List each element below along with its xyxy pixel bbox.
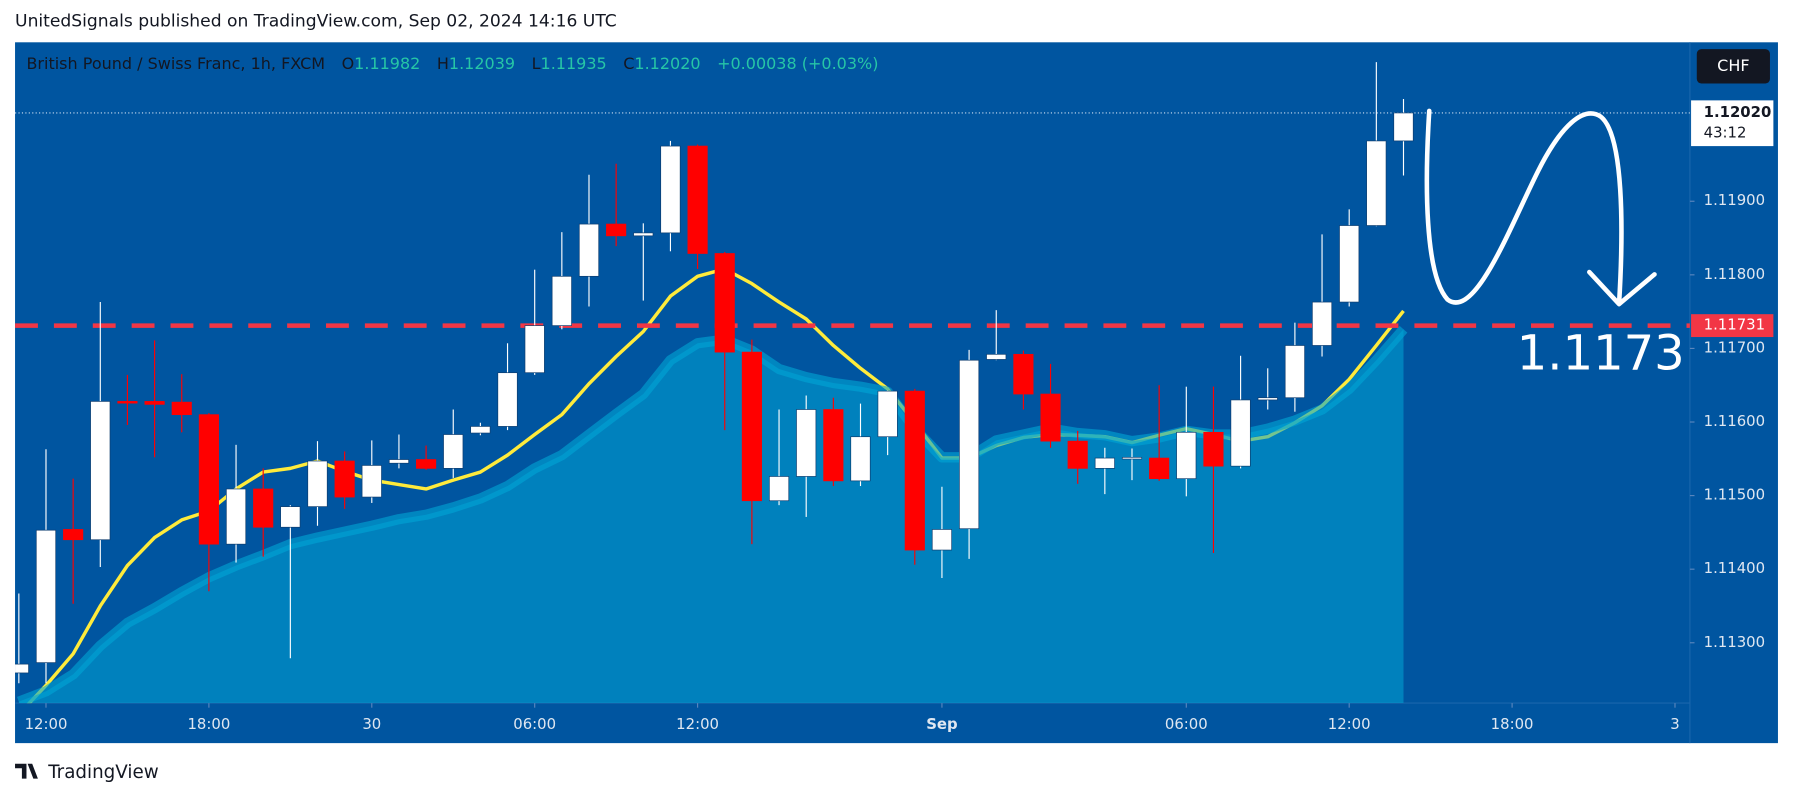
x-tick-label: 06:00 <box>513 715 556 733</box>
open-value: 1.11982 <box>354 54 420 73</box>
level-annotation: 1.1173 <box>1517 325 1685 381</box>
candle-body <box>361 465 382 498</box>
candle-body <box>1203 431 1224 467</box>
y-tick-label: 1.11400 <box>1704 559 1765 577</box>
symbol-header: British Pound / Swiss Franc, 1h, FXCM O1… <box>26 54 878 73</box>
countdown-label: 43:12 <box>1704 124 1747 142</box>
candle-body <box>443 434 464 469</box>
logo-mark <box>15 763 38 779</box>
low-letter: L <box>532 54 541 73</box>
candle-body <box>198 414 219 545</box>
x-tick-label: Sep <box>926 715 957 733</box>
x-tick-label: 30 <box>362 715 381 733</box>
candle-body <box>35 529 57 663</box>
x-tick-label: 06:00 <box>1165 715 1208 733</box>
candle-body <box>606 223 627 237</box>
brand-name: TradingView <box>47 762 159 783</box>
candle-body <box>307 460 328 507</box>
candle-body <box>1393 112 1414 142</box>
candle-body <box>1284 345 1305 399</box>
candle-body <box>660 145 681 234</box>
candle-body <box>714 253 735 353</box>
x-tick-label: 18:00 <box>1491 715 1534 733</box>
high-value: 1.12039 <box>449 54 515 73</box>
high-letter: H <box>437 54 449 73</box>
candle-body <box>416 459 437 469</box>
candle-body <box>497 372 518 427</box>
change-value: +0.00038 (+0.03%) <box>717 54 878 73</box>
candle-body <box>280 506 301 528</box>
candle-body <box>1230 399 1251 467</box>
candle-body <box>986 353 1007 360</box>
brand-logo <box>15 763 38 779</box>
y-tick-label: 1.11700 <box>1704 338 1765 356</box>
plot-area <box>15 62 1690 704</box>
candle-body <box>1013 353 1034 395</box>
level-tag <box>1691 314 1774 338</box>
low-value: 1.11935 <box>541 54 607 73</box>
candle-body <box>144 401 165 405</box>
last-price-label: 1.12020 <box>1704 103 1772 121</box>
candle-body <box>1040 393 1061 442</box>
candle-body <box>904 390 925 551</box>
candle-body <box>1067 440 1088 469</box>
level-tag-label: 1.11731 <box>1704 316 1765 334</box>
candle-body <box>1366 140 1387 226</box>
candle-body <box>171 401 192 415</box>
symbol: British Pound / Swiss Franc, 1h, FXCM <box>26 54 325 73</box>
x-tick-label: 12:00 <box>1328 715 1371 733</box>
candle-body <box>117 401 138 404</box>
candle-body <box>687 145 708 254</box>
x-tick-label: 3 <box>1670 715 1679 733</box>
close-letter: C <box>623 54 634 73</box>
candle-body <box>253 488 274 528</box>
candle-body <box>1339 225 1360 303</box>
y-tick-label: 1.11800 <box>1704 265 1765 283</box>
candle-body <box>931 529 953 551</box>
candle-body <box>63 529 84 541</box>
currency-button[interactable] <box>1696 49 1770 84</box>
candle-body <box>850 436 871 482</box>
candle-body <box>1094 457 1115 469</box>
candle-body <box>578 223 600 277</box>
y-tick-label: 1.11600 <box>1704 412 1765 430</box>
candle-body <box>524 325 545 374</box>
y-tick-label: 1.11300 <box>1704 633 1765 651</box>
candle-body <box>470 426 491 434</box>
candle-body <box>388 459 410 464</box>
candle-body <box>1257 397 1278 401</box>
candle-body <box>1149 457 1170 480</box>
currency-button-label[interactable]: CHF <box>1717 56 1749 75</box>
candle-body <box>959 359 980 530</box>
candle-body <box>15 663 29 674</box>
y-tick-label: 1.11500 <box>1704 486 1765 504</box>
candle-body <box>551 275 572 326</box>
publish-note: UnitedSignals published on TradingView.c… <box>15 12 617 32</box>
candle-body <box>877 390 898 438</box>
candle-body <box>334 460 355 498</box>
candle-body <box>1121 456 1143 460</box>
moving-average-area <box>18 329 1404 704</box>
drawn-arrow <box>1424 108 1657 307</box>
x-tick-label: 12:00 <box>25 715 68 733</box>
axes: 1.11300 1.11400 1.11500 1.11600 1.11700 1.118… <box>25 100 1774 733</box>
moving-average-area-edge <box>17 325 1408 704</box>
candle-body <box>1176 431 1197 480</box>
x-tick-label: 18:00 <box>187 715 230 733</box>
candle-body <box>796 409 817 477</box>
close-value: 1.12020 <box>634 54 700 73</box>
open-letter: O <box>342 54 355 73</box>
candle-body <box>741 351 762 502</box>
last-price-tag <box>1691 100 1774 147</box>
x-tick-label: 12:00 <box>676 715 719 733</box>
candle-body <box>90 401 111 541</box>
candle-body <box>823 409 844 482</box>
y-tick-label: 1.11900 <box>1704 191 1765 209</box>
candle-body <box>768 476 790 502</box>
candle-body <box>1311 301 1333 346</box>
candle-body <box>225 488 247 545</box>
candle-body <box>633 232 654 237</box>
